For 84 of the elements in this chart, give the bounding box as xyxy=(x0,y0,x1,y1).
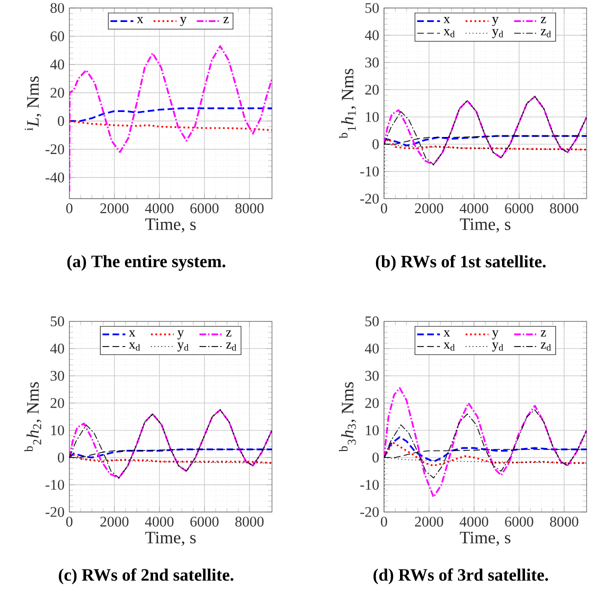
y-tick-label: 20 xyxy=(50,398,64,408)
y-tick-label: 60 xyxy=(50,31,64,42)
legend-label: x$_{d}$ xyxy=(444,29,455,38)
text: (b) RWs of 1st satellite. xyxy=(376,255,546,271)
x-tick-label: 0 xyxy=(66,203,72,214)
y-tick-label: 10 xyxy=(51,425,64,436)
y-tick-label: -20 xyxy=(46,144,64,154)
y-tick-label: -10 xyxy=(360,480,379,490)
y-tick-label: 0 xyxy=(58,116,64,126)
legend-label: x xyxy=(444,330,450,336)
x-tick-label: 6000 xyxy=(505,203,534,214)
y-tick-label: 30 xyxy=(50,370,64,381)
y-axis-title: b$_{3}$h$_{3}$, Nms xyxy=(339,382,356,452)
x-tick-label: 4000 xyxy=(460,516,488,527)
y-tick-label: -10 xyxy=(46,480,64,490)
legend-label: z$_{d}$ xyxy=(226,342,236,351)
legend-label: x$_{d}$ xyxy=(444,342,455,351)
y-tick-label: 20 xyxy=(365,398,379,408)
x-tick-label: 2000 xyxy=(415,203,444,214)
x-tick-label: 2000 xyxy=(100,203,128,214)
legend-label: y$_{d}$ xyxy=(492,342,504,352)
y-tick-label: 40 xyxy=(50,344,64,354)
x-tick-label: 6000 xyxy=(190,203,219,214)
x-tick-label: 8000 xyxy=(550,203,578,214)
x-tick-label: 0 xyxy=(380,203,388,214)
legend-label: x xyxy=(128,330,136,336)
y-tick-label: 30 xyxy=(365,370,379,381)
legend-label: z xyxy=(540,330,546,336)
legend-label: z xyxy=(540,17,546,24)
x-tick-label: 2000 xyxy=(100,516,128,527)
x-tick-label: 0 xyxy=(66,516,72,527)
legend-label: z xyxy=(226,330,232,336)
y-tick-label: -20 xyxy=(46,507,64,517)
legend-label: y$_{d}$ xyxy=(177,342,189,352)
text: (c) RWs of 2nd satellite. xyxy=(58,568,234,584)
legend-label: x xyxy=(136,17,144,24)
y-tick-label: 30 xyxy=(365,58,379,68)
legend-label: z$_{d}$ xyxy=(540,342,551,351)
x-tick-label: 2000 xyxy=(415,516,444,527)
legend-label: y xyxy=(492,17,499,26)
y-tick-label: 40 xyxy=(364,30,379,40)
y-tick-label: -40 xyxy=(46,172,64,182)
text: (d) RWs of 3rd satellite. xyxy=(374,568,548,584)
y-tick-label: 0 xyxy=(58,452,64,462)
text: (a) The entire system. xyxy=(67,255,226,271)
y-tick-label: 80 xyxy=(50,3,64,13)
y-axis-title: b$_{2}$h$_{2}$, Nms xyxy=(24,382,42,452)
y-tick-label: 20 xyxy=(365,84,379,95)
legend-label: y$_{d}$ xyxy=(492,29,504,38)
x-tick-label: 0 xyxy=(380,516,388,527)
x-tick-label: 8000 xyxy=(235,516,264,527)
y-tick-label: 10 xyxy=(366,425,379,436)
x-tick-label: 8000 xyxy=(235,203,264,214)
legend-label: y xyxy=(180,17,187,26)
y-tick-label: 0 xyxy=(372,452,379,462)
y-axis-title: b$_{1}$h$_{1}$, Nms xyxy=(339,68,356,138)
y-tick-label: 50 xyxy=(365,3,379,13)
x-axis-title: Time, s xyxy=(145,218,196,233)
y-tick-label: 20 xyxy=(50,88,64,98)
y-tick-label: -10 xyxy=(360,166,379,176)
x-tick-label: 4000 xyxy=(460,203,488,214)
y-tick-label: 10 xyxy=(366,112,379,122)
y-tick-label: 40 xyxy=(364,344,379,354)
x-tick-label: 4000 xyxy=(145,516,174,527)
y-axis-title: $^{i}$L, Nms xyxy=(24,76,42,131)
x-tick-label: 6000 xyxy=(190,516,219,527)
x-tick-label: 6000 xyxy=(505,516,534,527)
x-axis-title: Time, s xyxy=(145,532,196,546)
y-tick-label: 50 xyxy=(365,316,379,326)
legend-label: z xyxy=(223,17,229,24)
x-axis-title: Time, s xyxy=(460,532,510,546)
legend-label: z$_{d}$ xyxy=(540,29,551,38)
y-tick-label: 0 xyxy=(372,139,379,150)
legend-label: y xyxy=(492,330,499,340)
y-tick-label: 50 xyxy=(50,316,64,326)
legend-label: x xyxy=(444,17,450,24)
y-tick-label: 40 xyxy=(50,60,64,70)
x-tick-label: 8000 xyxy=(550,516,578,527)
legend-label: y xyxy=(177,330,184,340)
y-tick-label: -20 xyxy=(360,507,379,517)
legend-label: x$_{d}$ xyxy=(128,342,140,351)
x-tick-label: 4000 xyxy=(145,203,174,214)
y-tick-label: -20 xyxy=(360,194,379,204)
x-axis-title: Time, s xyxy=(460,218,510,233)
